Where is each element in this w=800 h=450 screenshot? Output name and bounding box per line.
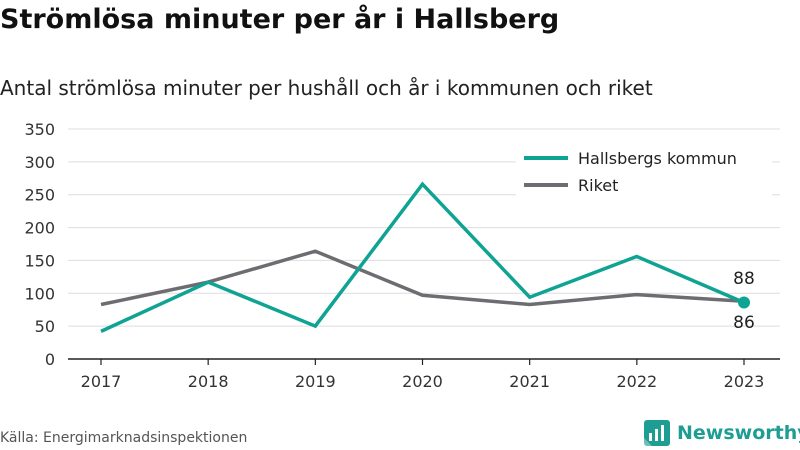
newsworthy-icon <box>644 420 670 446</box>
series-line-riket <box>100 249 745 307</box>
series-line-hallsbergs-kommun <box>100 181 745 333</box>
chart-title: Strömlösa minuter per år i Hallsberg <box>0 4 560 35</box>
legend-label: Riket <box>578 176 618 195</box>
x-tick-label: 2022 <box>616 372 657 391</box>
brand-name: Newsworthy <box>677 422 800 444</box>
end-point-marker <box>738 296 750 309</box>
end-value-label-kommun: 86 <box>733 313 755 333</box>
y-axis-ticks: 0 50 100 150 200 250 300 350 <box>24 120 55 369</box>
legend: Hallsbergs kommun Riket <box>516 138 772 206</box>
y-tick-label: 0 <box>45 350 55 369</box>
x-axis: 2017 2018 2019 2020 2021 2022 2023 <box>68 358 780 391</box>
legend-label: Hallsbergs kommun <box>578 149 737 168</box>
x-tick-label: 2019 <box>295 372 336 391</box>
legend-background <box>516 138 772 206</box>
y-tick-label: 300 <box>24 153 55 172</box>
x-tick-label: 2018 <box>188 372 229 391</box>
x-tick-label: 2017 <box>81 372 122 391</box>
series-lines <box>100 181 750 333</box>
y-tick-label: 350 <box>24 120 55 139</box>
end-labels: 88 86 <box>733 269 755 333</box>
newsworthy-logo: Newsworthy <box>644 420 800 446</box>
source-note: Källa: Energimarknadsinspektionen <box>0 430 248 446</box>
end-value-label-riket: 88 <box>733 269 755 289</box>
x-tick-label: 2023 <box>724 372 765 391</box>
y-tick-label: 200 <box>24 219 55 238</box>
y-tick-label: 150 <box>24 251 55 270</box>
chart-subtitle: Antal strömlösa minuter per hushåll och … <box>0 76 653 100</box>
y-tick-label: 250 <box>24 186 55 205</box>
x-tick-label: 2021 <box>509 372 550 391</box>
x-tick-label: 2020 <box>402 372 443 391</box>
y-tick-label: 50 <box>35 317 55 336</box>
y-tick-label: 100 <box>24 284 55 303</box>
